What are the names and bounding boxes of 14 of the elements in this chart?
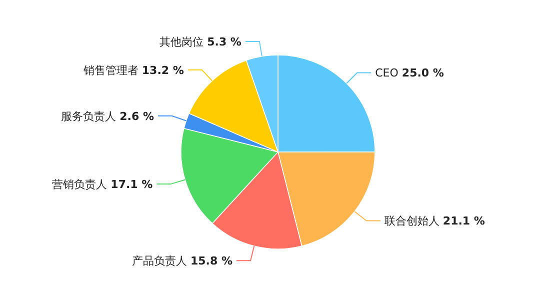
data-label: 2.6 % [120, 110, 154, 123]
data-label: 15.8 % [190, 254, 233, 268]
slice-label: 产品负责人 [132, 254, 191, 268]
slice-label: CEO [375, 66, 402, 80]
slice-label: 营销负责人 [52, 178, 111, 192]
data-label: 21.1 % [442, 214, 485, 228]
data-label: 25.0 % [402, 66, 444, 80]
slice-label: 服务负责人 [61, 110, 120, 123]
slice-label: 销售管理者 [82, 64, 142, 77]
data-label: 5.3 % [207, 36, 242, 49]
data-label: 13.2 % [142, 64, 184, 77]
slice-label: 其他岗位 [160, 36, 208, 49]
slice-label: 联合创始人 [384, 214, 443, 228]
data-label: 17.1 % [110, 178, 153, 192]
